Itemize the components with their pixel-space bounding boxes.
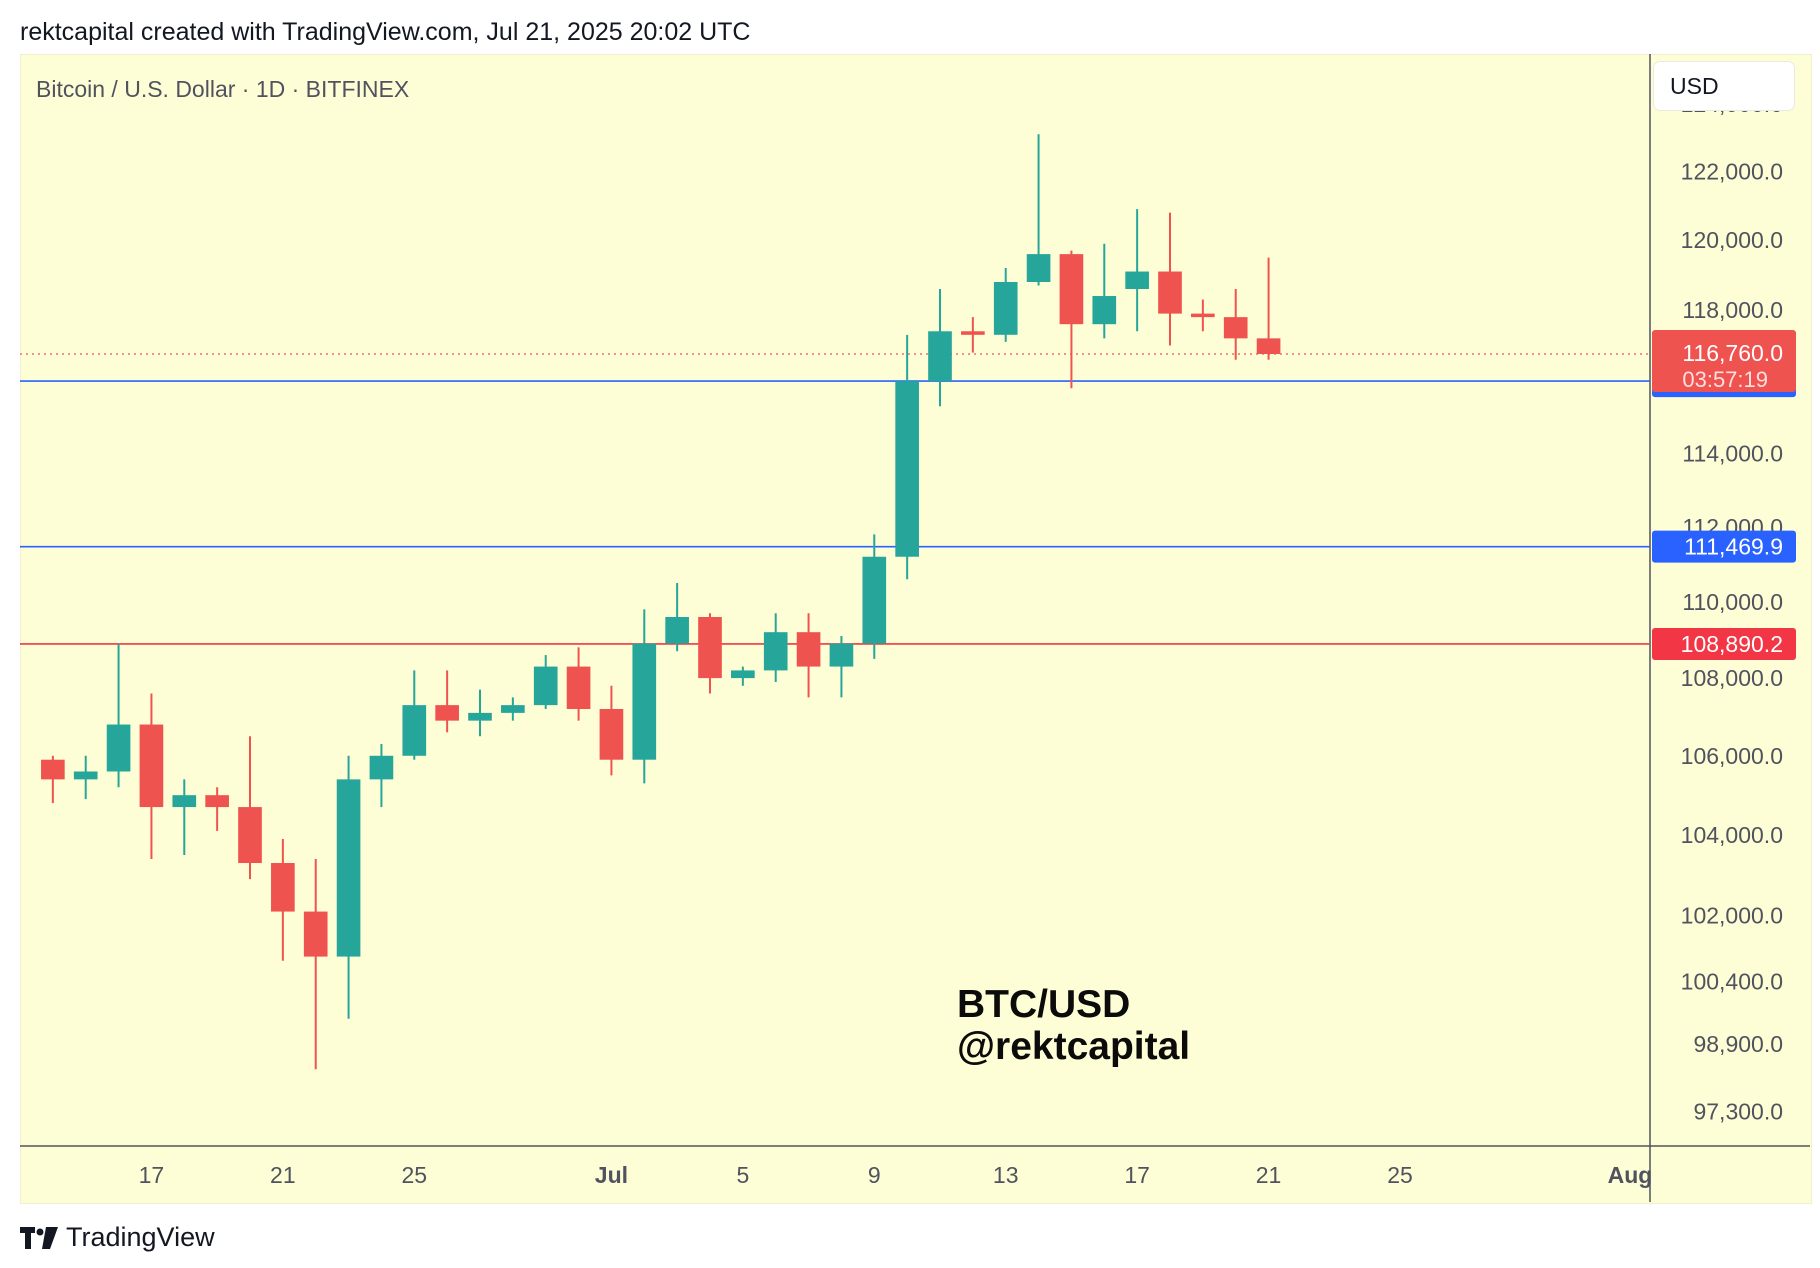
watermark-author: @rektcapital [957, 1025, 1191, 1068]
candle-body[interactable] [41, 759, 65, 780]
candle-body[interactable] [271, 863, 295, 912]
price-tick-label: 108,000.0 [1681, 665, 1783, 691]
candle-body[interactable] [73, 771, 98, 780]
candle-body[interactable] [238, 807, 262, 864]
price-tick-label: 102,000.0 [1681, 903, 1783, 929]
time-tick-label: 21 [270, 1162, 296, 1188]
candle-body[interactable] [435, 705, 459, 721]
last-price-label: 116,760.0 [1682, 340, 1783, 366]
candle-body[interactable] [599, 708, 624, 760]
price-tick-label: 118,000.0 [1682, 297, 1783, 323]
candle-body[interactable] [1256, 338, 1281, 354]
chart-frame [20, 54, 1812, 1204]
time-tick-label: 17 [1124, 1162, 1150, 1188]
time-tick-label: Aug [1608, 1162, 1653, 1188]
candle-body[interactable] [961, 331, 985, 335]
price-tick-label: 104,000.0 [1681, 822, 1783, 848]
candle-body[interactable] [1191, 313, 1215, 318]
time-tick-label: 17 [139, 1162, 165, 1188]
candle-body[interactable] [1026, 254, 1051, 283]
chart-watermark: BTC/USD @rektcapital [957, 984, 1190, 1068]
price-tick-label: 98,900.0 [1693, 1031, 1783, 1057]
candle-body[interactable] [731, 670, 755, 679]
time-tick-label: 9 [868, 1162, 881, 1188]
candle-body[interactable] [501, 705, 525, 713]
candle-body[interactable] [1059, 254, 1084, 325]
price-level-tag [1652, 627, 1796, 660]
last-price-tag [1652, 329, 1796, 392]
candle-body[interactable] [895, 381, 919, 557]
price-tick-label: 97,300.0 [1693, 1099, 1783, 1125]
tradingview-logo-icon [20, 1226, 58, 1249]
candle-body[interactable] [698, 616, 722, 679]
time-tick-label: 13 [993, 1162, 1019, 1188]
candle-body[interactable] [993, 282, 1018, 335]
symbol-legend[interactable]: Bitcoin / U.S. Dollar · 1D · BITFINEX [36, 76, 410, 102]
time-tick-label: 25 [401, 1162, 427, 1188]
footer-brand-label: TradingView [66, 1222, 215, 1252]
time-tick-label: 5 [736, 1162, 749, 1188]
candle-body[interactable] [468, 712, 492, 721]
price-tick-label: 122,000.0 [1681, 159, 1783, 185]
candle-body[interactable] [928, 331, 952, 382]
candle-body[interactable] [1223, 317, 1248, 339]
candle-body[interactable] [632, 643, 657, 760]
watermark-pair: BTC/USD [957, 983, 1131, 1026]
candle-body[interactable] [533, 666, 558, 706]
price-tick-label: 114,000.0 [1682, 440, 1783, 466]
candle-body[interactable] [1092, 296, 1117, 325]
candle-body[interactable] [665, 616, 689, 644]
footer-brand[interactable]: TradingView [20, 1222, 215, 1253]
price-level-label: 111,469.9 [1684, 534, 1783, 560]
candle-body[interactable] [566, 666, 591, 709]
candle-body[interactable] [829, 643, 854, 667]
candle-body[interactable] [796, 632, 821, 667]
candle-body[interactable] [1125, 271, 1149, 290]
candle-body[interactable] [862, 556, 887, 644]
price-tick-label: 120,000.0 [1681, 227, 1783, 253]
price-tick-label: 110,000.0 [1682, 589, 1783, 615]
candle-body[interactable] [1158, 271, 1182, 314]
candle-body[interactable] [369, 755, 394, 780]
candle-body[interactable] [303, 911, 328, 957]
candle-body[interactable] [402, 705, 427, 756]
candle-body[interactable] [336, 779, 361, 957]
candle-body[interactable] [205, 795, 229, 808]
time-tick-label: 21 [1256, 1162, 1282, 1188]
countdown-label: 03:57:19 [1682, 367, 1768, 392]
price-tick-label: 100,400.0 [1681, 968, 1783, 994]
price-level-label: 108,890.2 [1681, 631, 1783, 657]
candle-body[interactable] [763, 632, 788, 671]
candle-body[interactable] [106, 724, 131, 772]
price-level-tag [1652, 530, 1796, 563]
candle-body[interactable] [139, 724, 164, 808]
chart-header-title: rektcapital created with TradingView.com… [20, 18, 751, 46]
time-tick-label: 25 [1387, 1162, 1413, 1188]
time-tick-label: Jul [595, 1162, 628, 1188]
currency-button[interactable]: USD [1654, 62, 1794, 110]
candle-body[interactable] [172, 795, 197, 808]
price-tick-label: 106,000.0 [1681, 743, 1783, 769]
